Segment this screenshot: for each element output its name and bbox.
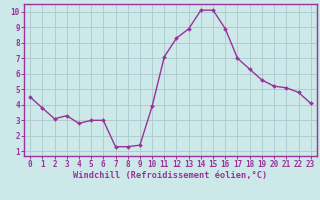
X-axis label: Windchill (Refroidissement éolien,°C): Windchill (Refroidissement éolien,°C) <box>73 171 268 180</box>
